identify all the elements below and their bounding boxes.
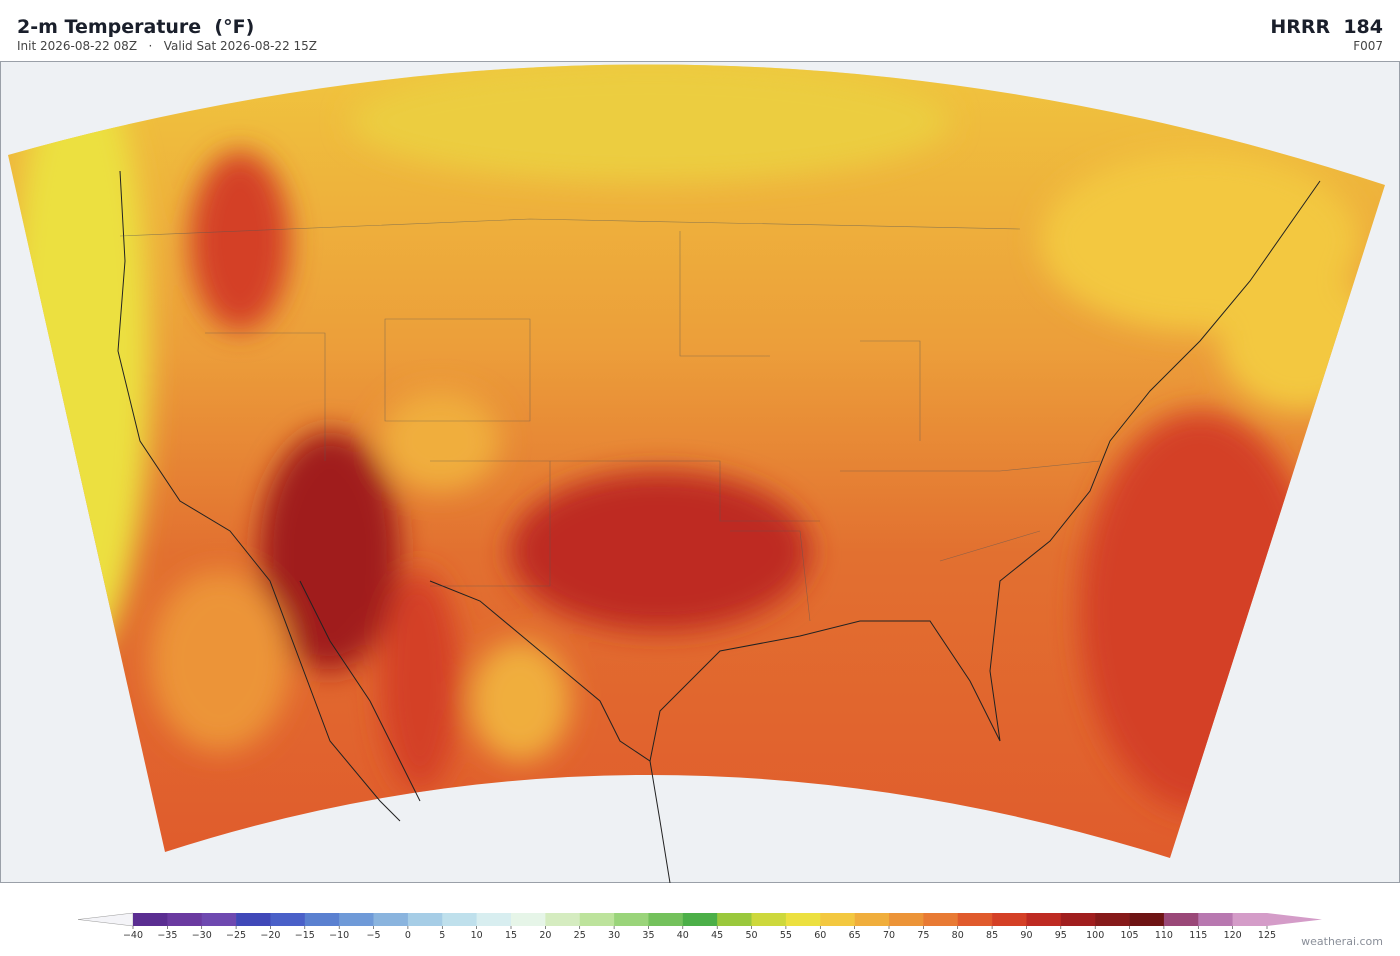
colorbar-bin (545, 913, 581, 926)
colorbar-tick-label: 40 (677, 930, 689, 941)
colorbar-tick-label: −35 (157, 930, 177, 941)
colorbar-tick-label: 85 (986, 930, 998, 941)
colorbar-bin (1060, 913, 1096, 926)
colorbar-bin (889, 913, 924, 926)
colorbar: −40 −35 −30 −25 −20 −15 −10 −5 0 5 10 15 20 25 30 35 40 4… (77, 912, 1322, 941)
colorbar-tick-label: −10 (329, 930, 349, 941)
colorbar-bin (785, 913, 821, 926)
colorbar-bin (201, 913, 237, 926)
map-subtitle: Init 2026-08-22 08Z · Valid Sat 2026-08-… (17, 39, 318, 53)
colorbar-tick-label: 75 (917, 930, 929, 941)
colorbar-bin (992, 913, 1027, 926)
colorbar-bin (923, 913, 959, 926)
colorbar-bin (1129, 913, 1165, 926)
map-title: 2-m Temperature (°F) (17, 16, 255, 38)
colorbar-tick-label: 90 (1020, 930, 1032, 941)
colorbar-bin (820, 913, 855, 926)
colorbar-bin (304, 913, 340, 926)
colorbar-bin (614, 913, 649, 926)
colorbar-tick-label: 80 (952, 930, 964, 941)
colorbar-tick-label: 120 (1224, 930, 1242, 941)
temperature-field (8, 64, 1385, 858)
colorbar-tick-label: 95 (1055, 930, 1067, 941)
colorbar-tick-label: 115 (1189, 930, 1207, 941)
colorbar-tick-label: −15 (295, 930, 315, 941)
state-borders (119, 218, 1101, 622)
colorbar-bin (373, 913, 409, 926)
colorbar-tick-label: −5 (367, 930, 381, 941)
colorbar-tick-label: 60 (814, 930, 826, 941)
colorbar-tick-label: 50 (745, 930, 757, 941)
colorbar-tick-label: 100 (1086, 930, 1104, 941)
colorbar-bin (167, 913, 203, 926)
colorbar-bin (1163, 913, 1199, 926)
model-name: HRRR 184 (1270, 16, 1383, 38)
colorbar-tick-label: 55 (780, 930, 792, 941)
colorbar-under (77, 912, 134, 927)
colorbar-tick-label: 0 (405, 930, 411, 941)
colorbar-tick-label: 10 (471, 930, 483, 941)
colorbar-bin (717, 913, 752, 926)
colorbar-bin (339, 913, 374, 926)
colorbar-bin (133, 913, 168, 926)
colorbar-tick-label: 105 (1120, 930, 1138, 941)
colorbar-bin (236, 913, 271, 926)
colorbar-tick-label: 30 (608, 930, 620, 941)
colorbar-bin (1095, 913, 1130, 926)
colorbar-bin (476, 913, 512, 926)
colorbar-tick-label: −20 (260, 930, 280, 941)
colorbar-bin (648, 913, 684, 926)
colorbar-bin (1026, 913, 1062, 926)
colorbar-bin (511, 913, 546, 926)
colorbar-bin (1198, 913, 1233, 926)
colorbar-bin (751, 913, 787, 926)
map (0, 61, 1400, 883)
colorbar-tick-label: 5 (439, 930, 445, 941)
colorbar-bin (854, 913, 890, 926)
colorbar-tick-label: 65 (849, 930, 861, 941)
colorbar-tick-label: −25 (226, 930, 246, 941)
colorbar-bin (1232, 913, 1268, 926)
colorbar-bin (579, 913, 615, 926)
colorbar-over (1267, 913, 1322, 926)
colorbar-tick-label: 110 (1155, 930, 1173, 941)
colorbar-tick-label: 20 (539, 930, 551, 941)
colorbar-tick-label: −30 (192, 930, 212, 941)
colorbar-bin (957, 913, 993, 926)
watermark: weatherai.com (1301, 935, 1383, 948)
colorbar-tick-label: 35 (642, 930, 654, 941)
colorbar-tick-label: 125 (1258, 930, 1276, 941)
colorbar-bin (682, 913, 718, 926)
colorbar-tick-label: −40 (123, 930, 143, 941)
colorbar-tick-label: 70 (883, 930, 895, 941)
coastlines (117, 170, 1321, 883)
forecast-hour: F007 (1353, 39, 1383, 53)
colorbar-bin (442, 913, 477, 926)
colorbar-bin (270, 913, 306, 926)
colorbar-tick-label: 15 (505, 930, 517, 941)
colorbar-tick-label: 25 (574, 930, 586, 941)
colorbar-bin (407, 913, 443, 926)
colorbar-tick-label: 45 (711, 930, 723, 941)
